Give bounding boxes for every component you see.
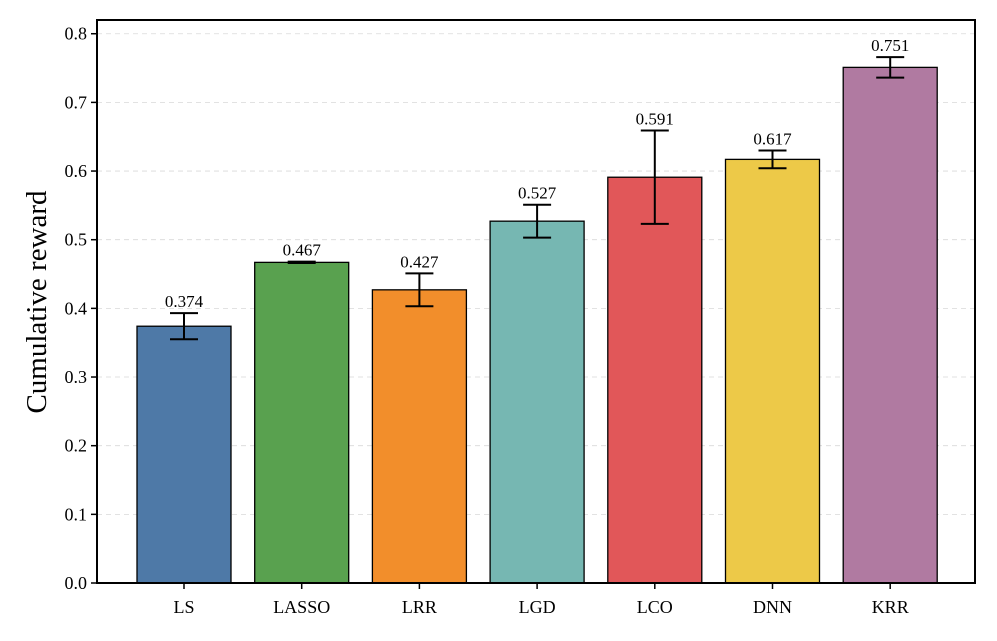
bar-lrr [371, 289, 468, 584]
data-label-lco: 0.591 [636, 110, 674, 129]
y-tick-label: 0.3 [65, 367, 88, 387]
bar-krr [842, 66, 938, 584]
y-tick-label: 0.5 [65, 230, 88, 250]
y-tick-label: 0.6 [65, 161, 88, 181]
plot-frame [96, 19, 976, 584]
y-axis: 0.0 0.1 0.2 0.3 0.4 0.5 0.6 0.7 0.8 [65, 24, 97, 593]
y-tick-label: 0.0 [65, 573, 88, 593]
x-tick-label-ls: LS [173, 597, 194, 617]
data-labels: 0.374 0.467 0.427 0.527 0.591 0.617 0.751 [165, 36, 909, 311]
x-tick-label-krr: KRR [872, 597, 909, 617]
error-bars [170, 56, 905, 341]
y-tick-label: 0.2 [65, 436, 88, 456]
data-label-krr: 0.751 [871, 36, 909, 55]
data-label-ls: 0.374 [165, 292, 204, 311]
error-bar-dnn [758, 149, 787, 170]
bar-dnn [724, 158, 821, 584]
data-label-lasso: 0.467 [283, 241, 322, 260]
x-tick-label-lasso: LASSO [273, 597, 330, 617]
error-bar-krr [876, 56, 905, 79]
x-axis: LS LASSO LRR LGD LCO DNN KRR [173, 583, 909, 617]
y-tick-label: 0.8 [65, 24, 88, 44]
grid-lines [97, 33, 975, 515]
x-tick-label-dnn: DNN [753, 597, 792, 617]
error-bar-lgd [523, 203, 552, 239]
data-label-lgd: 0.527 [518, 184, 557, 203]
x-tick-label-lco: LCO [637, 597, 673, 617]
bar-lco [607, 176, 703, 584]
error-bar-lasso [287, 260, 316, 265]
y-tick-label: 0.4 [65, 298, 88, 318]
data-label-lrr: 0.427 [400, 252, 439, 271]
y-tick-label: 0.1 [65, 504, 88, 524]
error-bar-lrr [405, 272, 434, 308]
bar-lasso [254, 261, 350, 584]
data-label-dnn: 0.617 [753, 129, 792, 148]
x-tick-label-lrr: LRR [402, 597, 437, 617]
error-bar-ls [170, 312, 198, 341]
bars [136, 66, 938, 584]
x-tick-label-lgd: LGD [519, 597, 556, 617]
bar-ls [136, 325, 232, 584]
y-axis-label: Cumulative reward [21, 190, 53, 414]
bar-lgd [489, 220, 585, 584]
error-bar-lco [640, 129, 669, 225]
y-tick-label: 0.7 [65, 92, 88, 112]
